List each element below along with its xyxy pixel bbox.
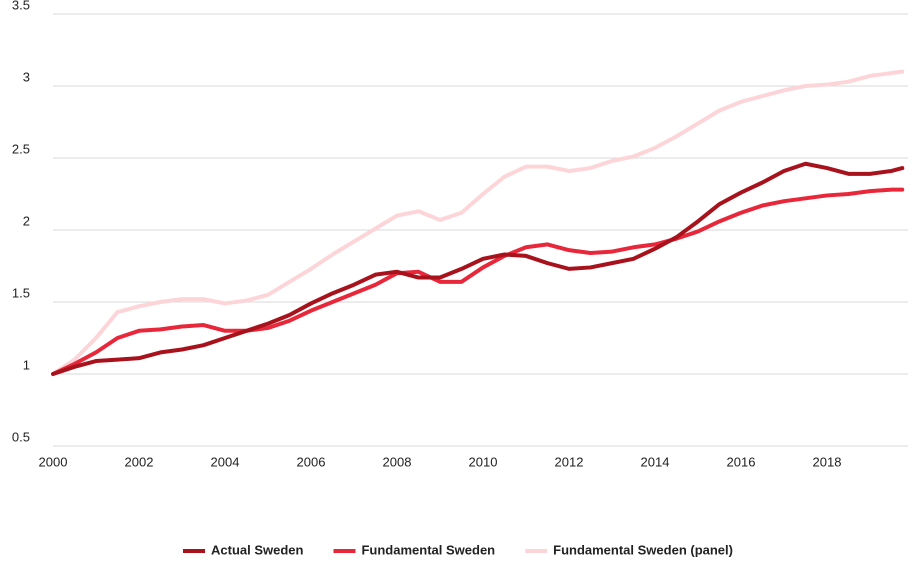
series-line <box>51 187 905 376</box>
x-tick-label: 2000 <box>39 454 68 469</box>
x-tick-label: 2008 <box>383 454 412 469</box>
x-tick-label: 2002 <box>125 454 154 469</box>
y-tick-label: 3.5 <box>12 0 30 12</box>
y-tick-label: 0.5 <box>12 429 30 444</box>
x-tick-label: 2006 <box>297 454 326 469</box>
x-tick-label: 2010 <box>469 454 498 469</box>
series-line <box>51 69 905 376</box>
x-tick-label: 2018 <box>813 454 842 469</box>
y-tick-label: 3 <box>23 69 30 84</box>
x-tick-label: 2012 <box>555 454 584 469</box>
y-tick-label: 1 <box>23 357 30 372</box>
y-tick-label: 2.5 <box>12 141 30 156</box>
x-tick-label: 2016 <box>727 454 756 469</box>
y-tick-label: 1.5 <box>12 285 30 300</box>
x-tick-label: 2004 <box>211 454 240 469</box>
series-line <box>51 161 905 376</box>
legend: Actual Sweden Fundamental Sweden Fundament… <box>183 542 733 557</box>
legend-label: Actual Sweden <box>211 542 304 557</box>
legend-label: Fundamental Sweden (panel) <box>553 542 733 557</box>
y-tick-label: 2 <box>23 213 30 228</box>
legend-label: Fundamental Sweden <box>361 542 495 557</box>
x-tick-label: 2014 <box>641 454 670 469</box>
